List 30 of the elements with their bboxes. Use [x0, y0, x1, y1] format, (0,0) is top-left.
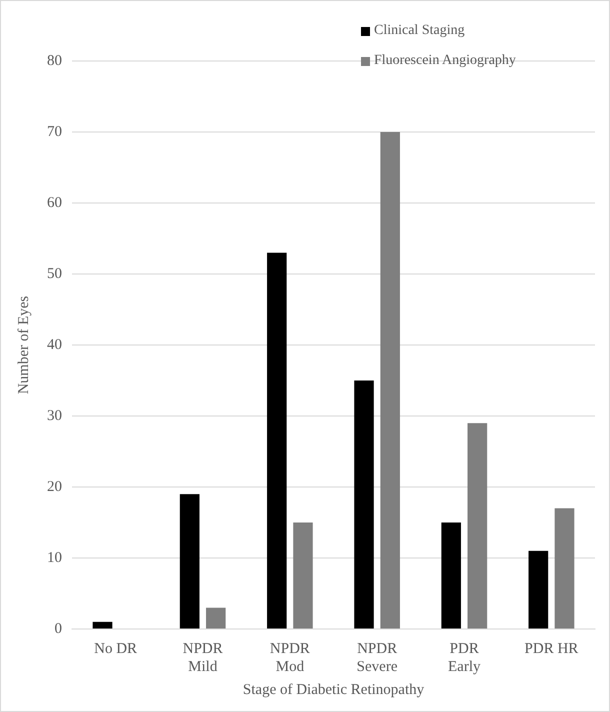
bar	[267, 252, 287, 628]
y-tick-label: 80	[47, 52, 62, 69]
y-axis-title: Number of Eyes	[16, 296, 32, 394]
x-tick-label: PDR HR	[524, 640, 578, 657]
y-tick-label: 40	[47, 336, 62, 353]
x-tick-label: NPDR Mod	[270, 640, 310, 675]
bar	[92, 622, 112, 628]
y-tick-label: 60	[47, 194, 62, 211]
bar	[354, 380, 374, 628]
bar	[206, 608, 226, 628]
bar	[293, 522, 313, 628]
bar	[180, 494, 200, 628]
bar	[441, 522, 461, 628]
x-tick-label: PDR Early	[448, 640, 481, 675]
x-tick-label: NPDR Severe	[356, 640, 398, 675]
x-tick-label: NPDR Mild	[182, 640, 223, 675]
legend-label: Fluorescein Angiography	[374, 53, 516, 69]
y-tick-label: 70	[47, 124, 62, 140]
bar	[554, 508, 574, 628]
bar	[528, 550, 548, 628]
x-tick-label: No DR	[94, 640, 138, 657]
y-tick-label: 30	[47, 408, 62, 424]
y-tick-label: 50	[47, 266, 62, 282]
y-tick-label: 0	[54, 620, 62, 637]
y-tick-label: 20	[47, 478, 62, 495]
bar	[468, 423, 488, 628]
x-axis-title: Stage of Diabetic Retinopathy	[242, 682, 425, 698]
bar	[380, 132, 400, 628]
legend-label: Clinical Staging	[374, 23, 465, 39]
y-tick-label: 10	[47, 550, 62, 566]
